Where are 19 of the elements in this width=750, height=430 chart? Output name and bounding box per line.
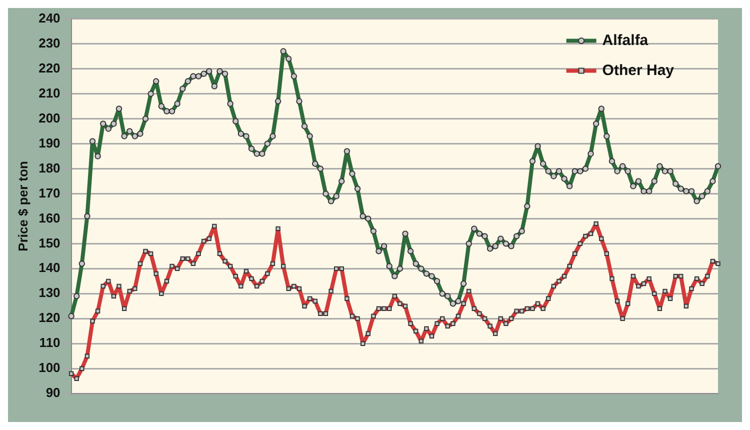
y-tick-label: 150: [38, 235, 60, 250]
y-tick-label: 180: [38, 160, 60, 176]
y-tick-label: 170: [38, 185, 60, 200]
legend-label: Other Hay: [602, 62, 675, 79]
y-tick-label: 160: [38, 210, 60, 226]
legend-label: Alfalfa: [602, 32, 649, 49]
y-tick-label: 200: [38, 110, 60, 126]
y-axis-title: Price $ per ton: [15, 160, 30, 252]
y-tick-label: 110: [39, 335, 60, 350]
y-tick-label: 90: [46, 385, 60, 400]
y-tick-label: 220: [38, 60, 60, 76]
y-tick-label: 140: [38, 260, 60, 276]
y-tick-label: 230: [38, 35, 60, 50]
y-tick-label: 190: [38, 135, 60, 150]
y-tick-label: 210: [38, 85, 60, 100]
y-tick-label: 240: [38, 10, 60, 26]
y-tick-label: 100: [38, 360, 60, 376]
y-tick-label: 130: [38, 285, 60, 300]
y-tick-label: 120: [38, 310, 60, 326]
